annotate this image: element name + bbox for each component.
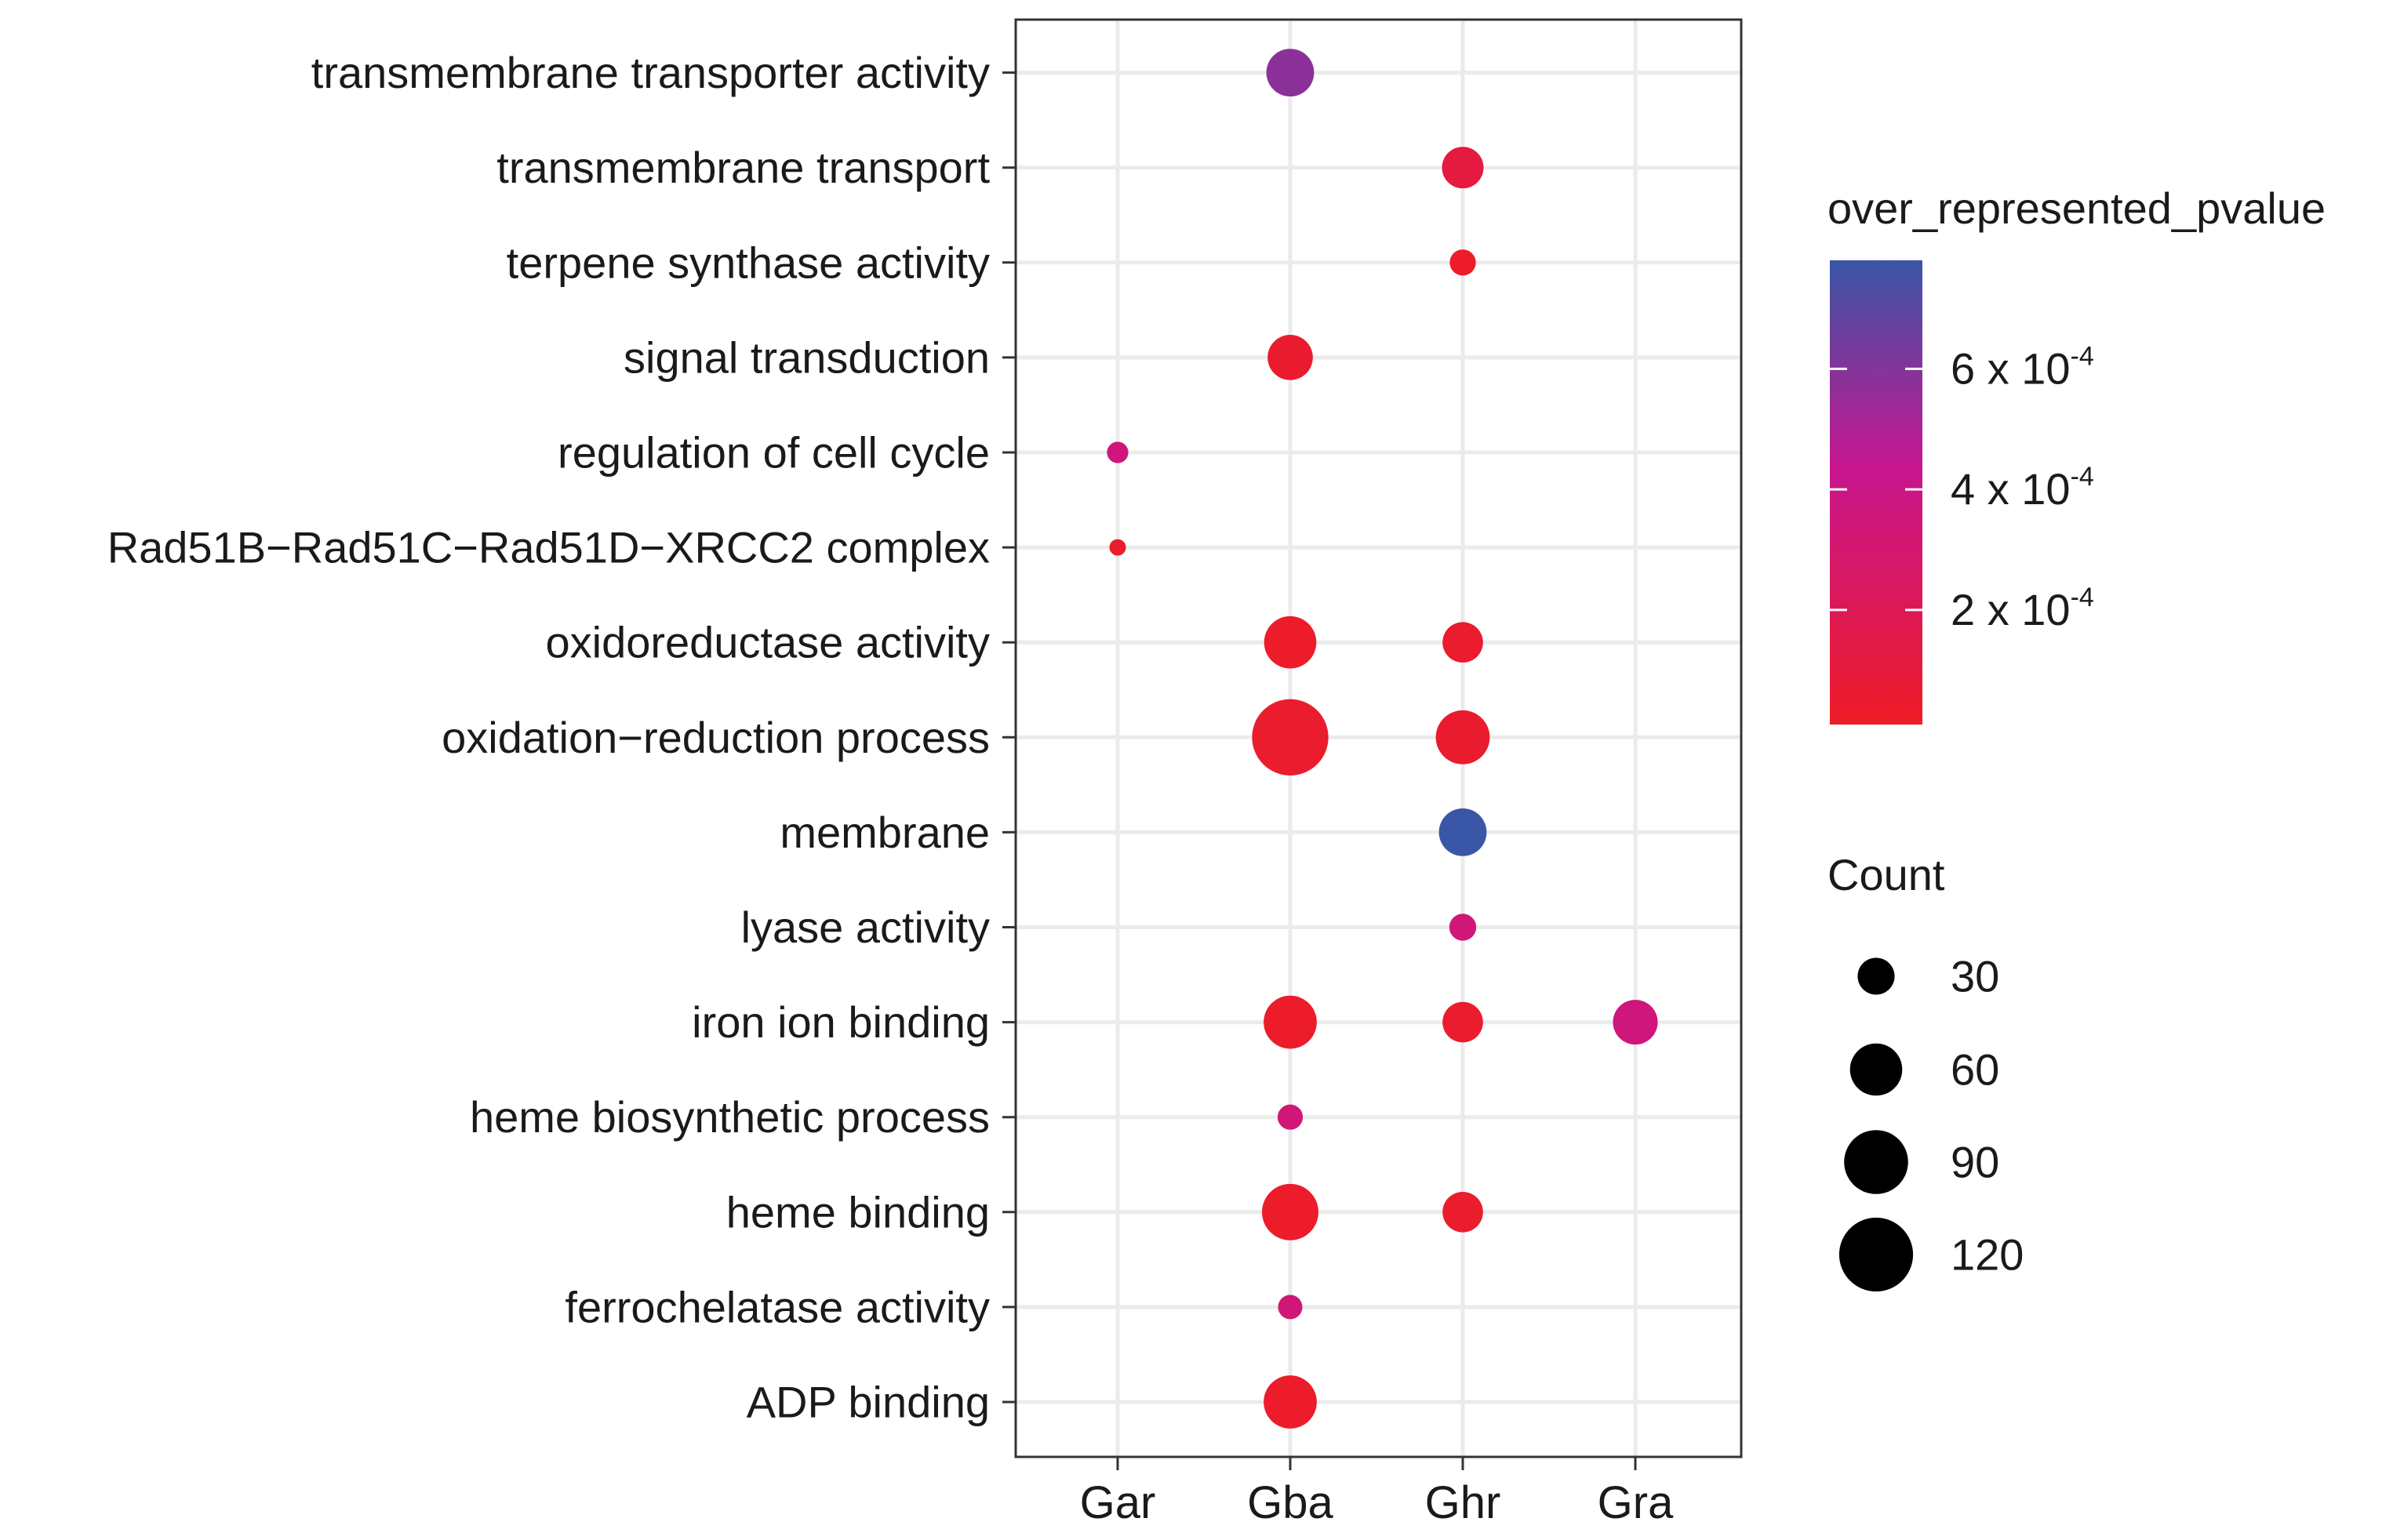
point-gar-regulation-of-cell-cycle	[1107, 441, 1129, 463]
point-gra-iron-ion-binding	[1613, 1000, 1658, 1045]
size-legend-title: Count	[1827, 850, 1945, 899]
point-gba-heme-biosynthetic-process	[1277, 1104, 1304, 1130]
point-ghr-transmembrane-transport	[1442, 147, 1484, 189]
color-legend-title: over_represented_pvalue	[1827, 183, 2326, 233]
y-tick-label-rad51b-rad51c-rad51d-xrcc2-complex: Rad51B−Rad51C−Rad51D−XRCC2 complex	[107, 523, 990, 572]
point-ghr-oxidation-reduction-process	[1435, 710, 1490, 765]
color-legend-gradient-bar	[1830, 260, 1922, 725]
point-gba-oxidation-reduction-process	[1252, 699, 1329, 775]
point-gba-heme-binding	[1262, 1183, 1318, 1240]
point-gba-signal-transduction	[1267, 335, 1313, 380]
y-tick-label-transmembrane-transporter-activity: transmembrane transporter activity	[311, 48, 990, 97]
size-key-dot-60	[1849, 1043, 1903, 1096]
point-ghr-lyase-activity	[1449, 913, 1477, 941]
y-tick-label-signal-transduction: signal transduction	[624, 332, 990, 382]
size-key-label-120: 120	[1951, 1230, 2024, 1280]
x-tick-label-gba: Gba	[1247, 1477, 1333, 1528]
y-tick-label-adp-binding: ADP binding	[747, 1378, 990, 1427]
color-tick-label: 4 x 10-4	[1951, 462, 2094, 514]
point-gar-rad51b-rad51c-rad51d-xrcc2-complex	[1109, 539, 1126, 556]
size-key-dot-30	[1857, 957, 1895, 995]
y-tick-label-transmembrane-transport: transmembrane transport	[496, 143, 990, 192]
point-gba-iron-ion-binding	[1264, 995, 1317, 1049]
point-ghr-oxidoreductase-activity	[1442, 622, 1483, 663]
size-key-dot-90	[1844, 1130, 1908, 1194]
size-key-label-90: 90	[1951, 1138, 1999, 1187]
y-tick-label-iron-ion-binding: iron ion binding	[692, 997, 990, 1047]
color-tick-label: 2 x 10-4	[1951, 583, 2094, 634]
y-tick-label-heme-biosynthetic-process: heme biosynthetic process	[470, 1092, 990, 1142]
x-tick-label-gar: Gar	[1080, 1477, 1156, 1528]
point-ghr-terpene-synthase-activity	[1449, 249, 1476, 276]
y-tick-label-regulation-of-cell-cycle: regulation of cell cycle	[558, 428, 990, 478]
point-ghr-heme-binding	[1442, 1192, 1483, 1233]
point-ghr-iron-ion-binding	[1442, 1001, 1483, 1043]
y-tick-label-heme-binding: heme binding	[726, 1187, 990, 1237]
color-tick-label: 6 x 10-4	[1951, 341, 2094, 393]
y-axis: ADP binding ferrochelatase activity heme b…	[107, 48, 1016, 1427]
point-gba-adp-binding	[1264, 1375, 1317, 1429]
point-gba-oxidoreductase-activity	[1264, 616, 1317, 669]
point-gba-ferrochelatase-activity	[1278, 1295, 1303, 1320]
y-tick-label-membrane: membrane	[780, 808, 990, 857]
size-legend: Count 30 60 90 120	[1827, 850, 2024, 1292]
grid-lines	[1016, 20, 1741, 1457]
point-gba-transmembrane-transporter-activity	[1266, 49, 1315, 97]
size-key-label-60: 60	[1951, 1045, 1999, 1095]
size-key-dot-120	[1838, 1217, 1914, 1292]
y-tick-label-lyase-activity: lyase activity	[741, 903, 990, 952]
x-tick-label-gra: Gra	[1598, 1477, 1674, 1528]
x-tick-label-ghr: Ghr	[1425, 1477, 1501, 1528]
y-tick-label-ferrochelatase-activity: ferrochelatase activity	[565, 1282, 990, 1331]
color-legend: over_represented_pvalue 2 x 10-4 4 x 10-4…	[1827, 183, 2326, 725]
x-axis: Gar Gba Ghr Gra	[1080, 1457, 1674, 1528]
y-tick-label-terpene-synthase-activity: terpene synthase activity	[507, 238, 990, 287]
point-ghr-membrane	[1438, 808, 1487, 856]
data-points	[1107, 49, 1658, 1429]
size-key-label-30: 30	[1951, 952, 1999, 1001]
y-tick-label-oxidation-reduction-process: oxidation−reduction process	[442, 713, 990, 762]
y-tick-label-oxidoreductase-activity: oxidoreductase activity	[545, 618, 990, 667]
